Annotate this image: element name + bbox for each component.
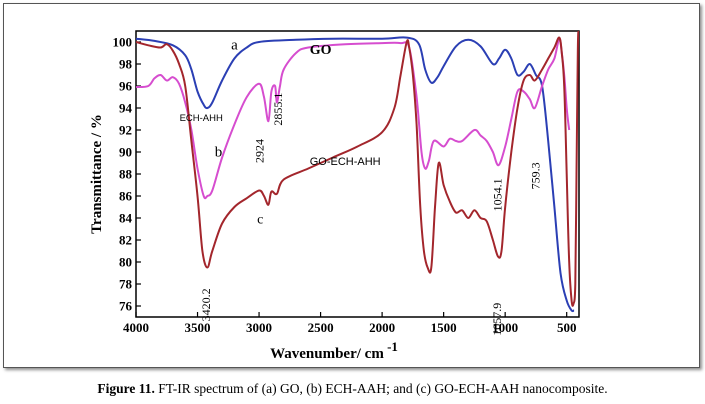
annotation-2924: 2924 xyxy=(252,139,266,163)
annotation-2855-1: 2855.1 xyxy=(271,93,285,126)
x-tick-label-1500: 1500 xyxy=(431,320,457,335)
figure-frame: 4000 3500 3000 2500 2000 1500 1000 500 76 78 80 82 8… xyxy=(3,3,700,368)
annotation-1054-1: 1054.1 xyxy=(491,178,505,211)
y-tick-label-86: 86 xyxy=(119,189,133,204)
annotation-1057-9: 1057.9 xyxy=(490,303,504,336)
y-tick-label-88: 88 xyxy=(119,167,133,182)
annotation-c: c xyxy=(257,213,263,228)
y-tick-label-78: 78 xyxy=(119,277,133,292)
y-tick-label-80: 80 xyxy=(119,255,132,270)
series-line-go xyxy=(136,36,575,313)
x-tick-label-3000: 3000 xyxy=(246,320,272,335)
x-tick-label-2500: 2500 xyxy=(308,320,334,335)
x-tick-label-500: 500 xyxy=(557,320,577,335)
ftir-chart: 4000 3500 3000 2500 2000 1500 1000 500 76 78 80 82 8… xyxy=(89,30,580,362)
y-tick-label-98: 98 xyxy=(119,57,133,72)
annotation-go-ech-ahh: GO-ECH-AHH xyxy=(310,156,381,168)
y-tick-label-92: 92 xyxy=(119,123,132,138)
x-tick-label-3500: 3500 xyxy=(185,320,211,335)
annotation-go: GO xyxy=(310,43,332,58)
y-tick-label-90: 90 xyxy=(119,145,132,160)
annotation-ech-ahh: ECH-AHH xyxy=(180,113,223,124)
plot-frame xyxy=(135,30,580,318)
x-tick-label-1000: 1000 xyxy=(492,320,518,335)
x-tick-label-4000: 4000 xyxy=(123,320,149,335)
caption-text: FT-IR spectrum of (a) GO, (b) ECH-AAH; a… xyxy=(154,381,608,396)
caption-label: Figure 11. xyxy=(97,381,155,396)
annotation-a: a xyxy=(231,38,238,54)
y-tick-label-96: 96 xyxy=(119,79,133,94)
y-axis-label: Transmittance / % xyxy=(89,114,105,234)
annotation-3420-2: 3420.2 xyxy=(199,288,213,321)
y-tick-label-84: 84 xyxy=(119,211,133,226)
x-tick-label-2000: 2000 xyxy=(369,320,395,335)
y-tick-label-82: 82 xyxy=(119,233,132,248)
annotation-759-3: 759.3 xyxy=(529,162,543,189)
annotation-b: b xyxy=(215,144,223,160)
y-tick-label-94: 94 xyxy=(119,101,133,116)
x-axis-label: Wavenumber/ cm -1 xyxy=(270,339,398,362)
series-line-go-ech-ahh xyxy=(136,31,579,307)
series-line-ech-aah xyxy=(136,37,571,200)
y-tick-label-76: 76 xyxy=(119,299,133,314)
y-tick-label-100: 100 xyxy=(113,35,133,50)
figure-caption: Figure 11. FT-IR spectrum of (a) GO, (b)… xyxy=(0,381,705,397)
